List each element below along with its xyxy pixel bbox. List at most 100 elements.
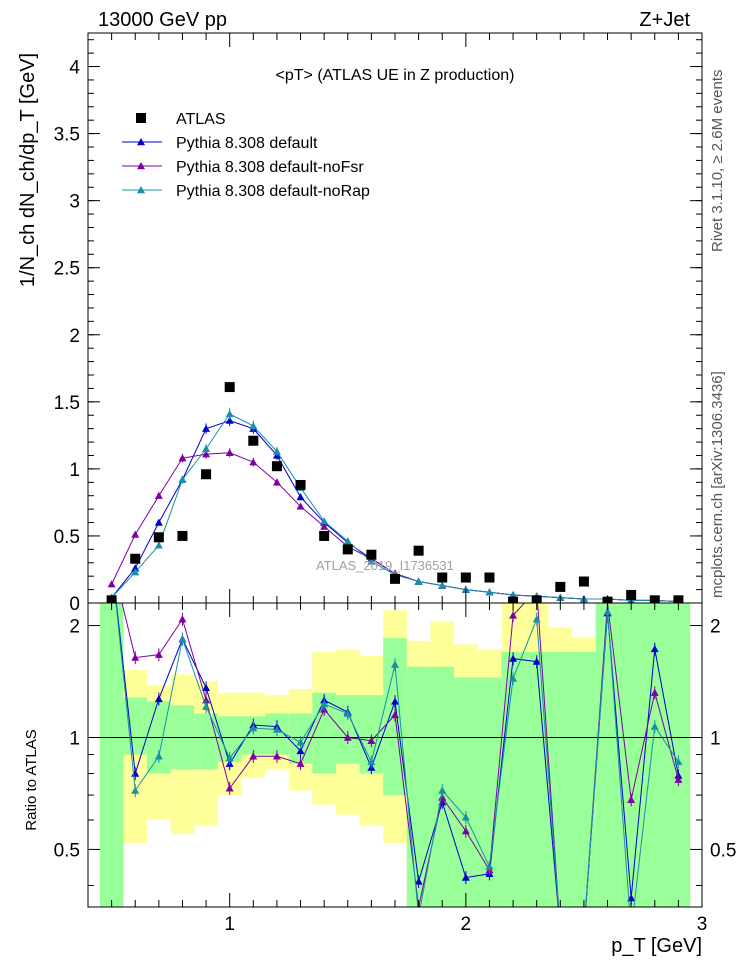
data-point [414, 577, 423, 585]
data-point [107, 580, 116, 588]
data-point [202, 424, 211, 432]
ratio-point [154, 650, 163, 658]
data-point [178, 475, 187, 483]
band-green [454, 677, 478, 907]
band-green [548, 651, 573, 907]
y-tick-label: 3 [69, 192, 80, 213]
ratio-point [225, 754, 234, 762]
legend-label-0: ATLAS [176, 111, 226, 128]
band-green [123, 697, 148, 755]
atlas-point [555, 581, 566, 592]
atlas-point [271, 461, 282, 472]
ratio-point [509, 674, 518, 682]
data-point [272, 478, 281, 486]
atlas-point [413, 545, 424, 556]
y-tick-label: 1.5 [54, 393, 80, 414]
y-axis-label: 1/N_ch dN_ch/dp_T [GeV] [17, 53, 39, 287]
ratio-y-label: Ratio to ATLAS [23, 729, 40, 830]
ratio-point [461, 873, 470, 881]
data-point [320, 517, 329, 525]
ratio-point [674, 757, 683, 766]
ratio-y-tick-label-right: 0.5 [710, 840, 736, 861]
y-tick-label: 3.5 [54, 125, 80, 146]
ratio-panel: 1 2 3 0.5 0.5 1 1 2 2 Ratio to ATLAS p_T [GeV] [23, 602, 736, 957]
ratio-point [343, 733, 352, 741]
data-point [296, 493, 305, 501]
ratio-point [296, 759, 305, 767]
ratio-y-tick-label: 1 [69, 728, 80, 749]
ratio-point [202, 683, 211, 692]
ratio-y-tick-label-right: 2 [710, 617, 721, 638]
ratio-point [131, 786, 140, 794]
data-point [131, 530, 140, 538]
band-green [619, 603, 643, 907]
ratio-point [178, 615, 187, 623]
data-point [154, 518, 163, 526]
ratio-point [296, 746, 305, 755]
ratio-y-tick-label: 0.5 [54, 840, 80, 861]
ratio-point [391, 660, 399, 668]
x-tick-label: 1 [224, 914, 235, 935]
main-axes: 0 0.5 1 1.5 2 2.5 3 3.5 4 [54, 33, 703, 615]
data-point [509, 590, 518, 599]
legend-marker [137, 138, 145, 146]
atlas-point [130, 553, 141, 564]
y-tick-label: 1 [69, 460, 80, 481]
ratio-point [154, 752, 163, 760]
ratio-point [367, 736, 376, 744]
atlas-point [295, 479, 306, 490]
ratio-point [627, 795, 636, 803]
ratio-frame [87, 602, 703, 908]
atlas-point [342, 544, 353, 555]
data-point [131, 568, 140, 576]
ratio-point [202, 702, 211, 710]
y-tick-label: 0 [69, 594, 80, 615]
data-point [367, 557, 376, 565]
ratio-point [131, 653, 140, 661]
data-point [249, 458, 258, 466]
data-point [438, 581, 447, 589]
data-point [154, 491, 163, 499]
header-left: 13000 GeV pp [98, 9, 227, 31]
band-green [595, 603, 620, 907]
ratio-point [532, 657, 541, 665]
ratio-point [509, 654, 518, 662]
ratio-point [296, 738, 305, 746]
ratio-point [461, 827, 470, 835]
atlas-point [484, 572, 495, 583]
band-green [572, 651, 596, 907]
ratio-point [272, 725, 281, 733]
ratio-y-tick-label: 2 [69, 617, 80, 638]
y-tick-label: 0.5 [54, 527, 80, 548]
atlas-point [460, 572, 471, 583]
band-green [666, 603, 691, 907]
band-green [501, 651, 525, 907]
ratio-axes: 1 2 3 0.5 0.5 1 1 2 2 [54, 603, 736, 935]
x-tick-label: 3 [697, 914, 708, 935]
legend-label-2: Pythia 8.308 default-noFsr [176, 159, 364, 176]
data-point [296, 502, 305, 510]
y-tick-label: 2.5 [54, 259, 80, 280]
legend-marker [137, 186, 145, 194]
atlas-point [224, 382, 235, 393]
atlas-point [248, 435, 259, 446]
band-green [477, 677, 502, 907]
data-point [225, 409, 234, 418]
ratio-point [532, 615, 541, 623]
ratio-point [650, 644, 659, 653]
data-point [225, 416, 234, 424]
ratio-point [391, 697, 399, 705]
ratio-point [154, 694, 163, 703]
ratio-point [603, 607, 612, 615]
ratio-point [391, 710, 399, 719]
data-point [154, 541, 163, 549]
side-text-top: Rivet 3.1.10, ≥ 2.6M events [709, 70, 726, 253]
y-tick-label: 4 [69, 58, 80, 79]
data-point [178, 454, 187, 462]
atlas-point [437, 572, 448, 583]
atlas-point [390, 573, 400, 584]
header-right: Z+Jet [639, 9, 690, 31]
legend-label-3: Pythia 8.308 default-noRap [176, 183, 370, 200]
atlas-point [319, 530, 330, 541]
main-panel: ATLAS_2019_I1736531 <pT> (ATLAS UE in Z … [17, 32, 703, 615]
